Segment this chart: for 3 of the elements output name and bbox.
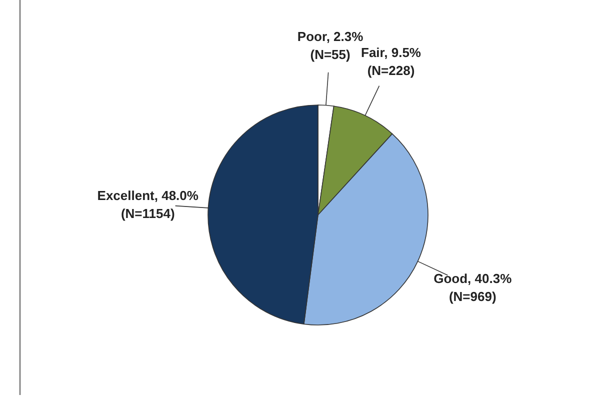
slice-label: Good, 40.3% (N=969) (434, 270, 512, 304)
slice-label: Excellent, 48.0% (N=1154) (97, 188, 199, 222)
slice-label: Fair, 9.5% (N=228) (361, 44, 422, 78)
